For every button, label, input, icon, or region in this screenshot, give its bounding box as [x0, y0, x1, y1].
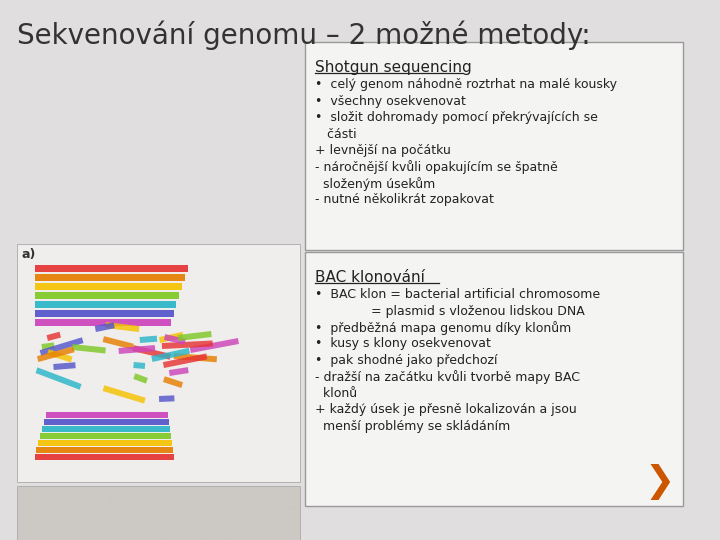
Text: •  předběžná mapa genomu díky klonům: • předběžná mapa genomu díky klonům	[315, 321, 571, 335]
Text: = plasmid s vloženou lidskou DNA: = plasmid s vloženou lidskou DNA	[315, 305, 584, 318]
FancyBboxPatch shape	[17, 244, 300, 482]
Text: BAC klonování: BAC klonování	[315, 270, 424, 285]
Text: a): a)	[21, 248, 35, 261]
Bar	[35, 274, 185, 281]
Bar	[35, 283, 182, 290]
Bar	[169, 367, 189, 376]
Text: •  všechny osekvenovat: • všechny osekvenovat	[315, 94, 465, 107]
Bar	[106, 322, 140, 332]
Text: Sekvenování genomu – 2 možné metody:: Sekvenování genomu – 2 možné metody:	[17, 20, 591, 50]
Bar	[40, 338, 84, 356]
Bar	[42, 426, 170, 432]
Bar	[40, 433, 171, 439]
Text: •  pak shodné jako předchozí: • pak shodné jako předchozí	[315, 354, 497, 367]
Bar	[133, 362, 145, 369]
Text: části: části	[315, 127, 356, 140]
Text: ❯: ❯	[644, 464, 675, 500]
FancyBboxPatch shape	[305, 252, 683, 506]
Bar	[159, 395, 174, 402]
Bar	[178, 331, 212, 341]
Bar	[38, 440, 171, 446]
Bar	[35, 367, 81, 390]
Bar	[163, 376, 183, 388]
Bar	[159, 332, 184, 343]
Bar	[35, 292, 179, 299]
Bar	[140, 336, 157, 343]
Bar	[174, 353, 217, 362]
Bar	[190, 338, 239, 353]
Text: •  celý genom náhodně roztrhat na malé kousky: • celý genom náhodně roztrhat na malé ko…	[315, 78, 616, 91]
FancyBboxPatch shape	[305, 42, 683, 250]
Bar	[53, 362, 76, 370]
Text: - náročnější kvůli opakujícím se špatně: - náročnější kvůli opakujícím se špatně	[315, 160, 557, 174]
Text: + každý úsek je přesně lokalizován a jsou: + každý úsek je přesně lokalizován a jso…	[315, 403, 576, 416]
Bar	[35, 301, 176, 308]
Bar	[164, 334, 186, 345]
Bar	[151, 348, 190, 362]
Bar	[133, 373, 148, 383]
FancyBboxPatch shape	[17, 486, 300, 540]
Text: •  BAC klon = bacterial artificial chromosome: • BAC klon = bacterial artificial chromo…	[315, 288, 600, 301]
Bar	[35, 265, 188, 272]
Bar	[119, 345, 156, 354]
Text: menší problémy se skládáním: menší problémy se skládáním	[315, 420, 510, 433]
Bar	[47, 349, 73, 362]
Bar	[37, 347, 75, 362]
Bar	[47, 332, 61, 341]
Bar	[132, 345, 171, 360]
Bar	[44, 419, 168, 425]
Bar	[35, 319, 171, 326]
Text: - nutné několikrát zopakovat: - nutné několikrát zopakovat	[315, 193, 493, 206]
Text: klonů: klonů	[315, 387, 356, 400]
Text: + levnější na počátku: + levnější na počátku	[315, 144, 451, 157]
Text: složeným úsekům: složeným úsekům	[315, 177, 435, 191]
Bar	[162, 341, 213, 349]
Bar	[72, 344, 106, 354]
Text: Shotgun sequencing: Shotgun sequencing	[315, 60, 472, 75]
Bar	[42, 342, 55, 350]
Text: •  složit dohromady pomocí překrývajících se: • složit dohromady pomocí překrývajících…	[315, 111, 598, 124]
Bar	[46, 412, 168, 418]
Bar	[95, 322, 114, 332]
Bar	[37, 447, 173, 453]
Bar	[103, 385, 145, 403]
Bar	[163, 354, 207, 368]
Bar	[103, 336, 134, 349]
Bar	[35, 454, 174, 460]
Bar	[35, 310, 174, 317]
Text: •  kusy s klony osekvenovat: • kusy s klony osekvenovat	[315, 338, 490, 350]
Text: - dražší na začátku kvůli tvorbě mapy BAC: - dražší na začátku kvůli tvorbě mapy BA…	[315, 370, 580, 384]
